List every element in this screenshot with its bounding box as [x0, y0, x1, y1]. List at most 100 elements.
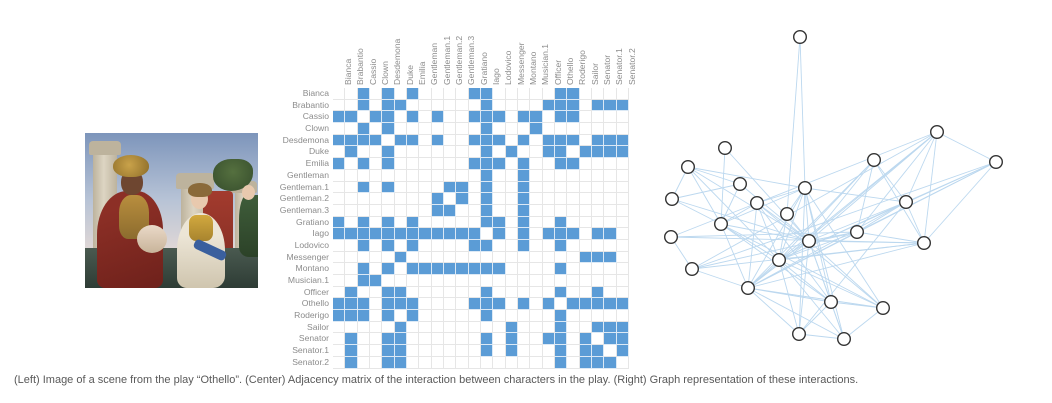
matrix-cell — [443, 345, 457, 357]
graph-node-Gentleman.3 — [665, 191, 680, 206]
matrix-cell — [579, 286, 592, 299]
matrix-cell — [456, 251, 469, 264]
matrix-cell — [419, 134, 432, 147]
matrix-cell — [357, 216, 370, 229]
matrix-cell — [468, 181, 481, 194]
matrix-cell — [493, 310, 506, 322]
matrix-cell — [554, 111, 568, 124]
matrix-cell — [406, 193, 420, 205]
matrix-cell — [567, 286, 580, 299]
matrix-cell — [517, 228, 531, 240]
graph-edge — [747, 187, 806, 289]
matrix-cell — [493, 275, 506, 287]
matrix-cell — [394, 333, 407, 346]
matrix-cell — [369, 181, 383, 194]
matrix-cell — [431, 181, 444, 194]
matrix-row-label: Gratiano — [296, 216, 329, 227]
graph-edge — [778, 259, 884, 309]
matrix-cell — [443, 356, 457, 369]
matrix-cell — [443, 181, 457, 194]
matrix-cell — [542, 111, 555, 124]
matrix-cell — [505, 88, 518, 100]
graph-node-Bianca — [837, 332, 852, 347]
matrix-cell — [369, 111, 383, 124]
matrix-cell — [517, 193, 531, 205]
matrix-cell — [431, 275, 444, 287]
matrix-cell — [456, 88, 469, 100]
matrix-cell — [517, 263, 531, 275]
graph-node-Roderigo — [792, 327, 807, 342]
matrix-cell — [517, 275, 531, 287]
matrix-cell — [542, 286, 555, 299]
matrix-cell — [542, 251, 555, 264]
matrix-cell — [530, 356, 543, 369]
matrix-cell — [554, 345, 568, 357]
matrix-cell — [591, 333, 605, 346]
graph-edge — [747, 159, 875, 289]
matrix-cell — [604, 345, 617, 357]
matrix-cell — [443, 239, 457, 252]
matrix-cell — [480, 216, 494, 229]
matrix-cell — [357, 298, 370, 311]
matrix-cell — [542, 181, 555, 194]
matrix-cell — [591, 356, 605, 369]
matrix-cell — [406, 298, 420, 311]
matrix-cell — [554, 99, 568, 112]
matrix-cell — [394, 99, 407, 112]
matrix-cell — [431, 263, 444, 275]
matrix-cell — [369, 228, 383, 240]
matrix-cell — [517, 286, 531, 299]
matrix-cell — [406, 88, 420, 100]
matrix-cell — [579, 263, 592, 275]
matrix-cell — [604, 228, 617, 240]
graph-edge — [670, 236, 925, 244]
matrix-cell — [554, 239, 568, 252]
matrix-cell — [419, 345, 432, 357]
matrix-cell — [382, 239, 395, 252]
matrix-cell — [369, 310, 383, 322]
matrix-row — [333, 298, 629, 311]
matrix-row — [333, 345, 629, 357]
matrix-cell — [616, 88, 629, 100]
matrix-cell — [616, 158, 629, 170]
matrix-cell — [554, 181, 568, 194]
matrix-cell — [493, 356, 506, 369]
matrix-cell — [591, 169, 605, 182]
graph-edge — [720, 147, 726, 225]
matrix-cell — [468, 193, 481, 205]
graph-edge — [687, 166, 810, 242]
matrix-cell — [369, 298, 383, 311]
graph-node-Montano — [714, 216, 729, 231]
matrix-cell — [357, 321, 370, 334]
matrix-row-label: Senator.1 — [292, 345, 329, 356]
matrix-cell — [542, 275, 555, 287]
matrix-cell — [554, 193, 568, 205]
matrix-cell — [604, 123, 617, 135]
matrix-row-label: Montano — [295, 263, 329, 274]
matrix-cell — [604, 146, 617, 159]
matrix-cell — [406, 275, 420, 287]
graph-edge — [923, 161, 997, 244]
graph-edge — [856, 201, 907, 233]
matrix-cell — [456, 193, 469, 205]
matrix-cell — [419, 123, 432, 135]
graph-node-Emilia — [824, 295, 839, 310]
matrix-cell — [456, 356, 469, 369]
matrix-cell — [333, 88, 346, 100]
matrix-row — [333, 310, 629, 322]
matrix-cell — [480, 239, 494, 252]
matrix-cell — [468, 216, 481, 229]
matrix-cell — [431, 356, 444, 369]
graph-edge — [687, 166, 741, 185]
matrix-cell — [394, 111, 407, 124]
matrix-cell — [456, 333, 469, 346]
matrix-cell — [604, 193, 617, 205]
matrix-cell — [554, 158, 568, 170]
matrix-cell — [480, 310, 494, 322]
matrix-cell — [591, 286, 605, 299]
matrix-cell — [333, 310, 346, 322]
matrix-cell — [616, 275, 629, 287]
matrix-cell — [579, 181, 592, 194]
graph-edge — [843, 307, 884, 340]
